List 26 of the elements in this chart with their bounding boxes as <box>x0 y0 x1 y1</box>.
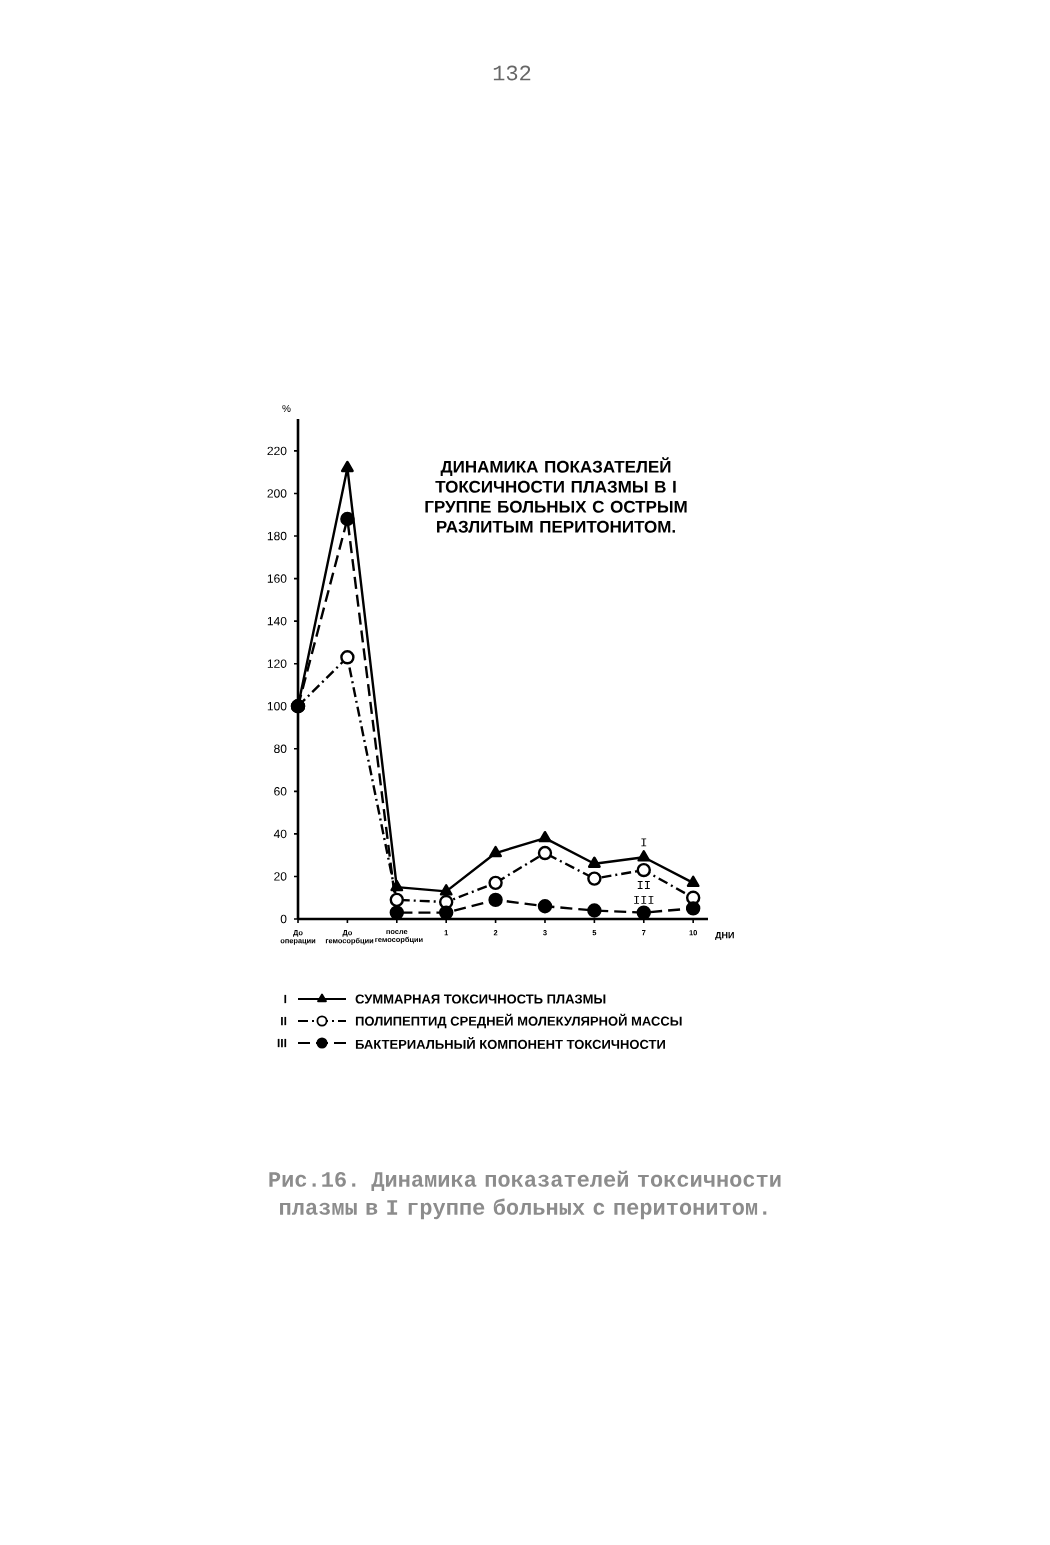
text: III <box>277 1038 287 1048</box>
y-axis-title: % <box>282 404 291 412</box>
y-tick-label: 60 <box>274 787 287 796</box>
text: 132 <box>493 65 531 81</box>
annotation: I <box>641 838 647 847</box>
y-tick-label: 40 <box>273 829 287 839</box>
y-tick-label: 100 <box>267 702 287 711</box>
text: I <box>284 994 287 1004</box>
text: ДИНАМИКА ПОКАЗАТЕЛЕЙ ТОКСИЧНОСТИ ПЛАЗМЫ В I ГРУППЕ БОЛЬНЫХ С ОСТРЫМ РАЗЛИТЫМ ПЕРИТОНИТОМ. <box>425 457 687 533</box>
y-tick-label: 0 <box>280 914 287 924</box>
legend-label: ПОЛИПЕПТИД СРЕДНЕЙ МОЛЕКУЛЯРНОЙ МАССЫ <box>355 1013 682 1029</box>
x-axis-title: ДНИ <box>715 932 734 941</box>
y-tick-label: 80 <box>274 744 287 754</box>
legend-label: СУММАРНАЯ ТОКСИЧНОСТЬ ПЛАЗМЫ <box>355 994 606 1004</box>
y-tick-label: 220 <box>267 446 287 456</box>
text: Рис.16. Динамика показателей токсичности плазмы в I группе больных с перитонитом. <box>269 1170 781 1220</box>
y-tick-label: 20 <box>274 872 287 881</box>
y-tick-label: 180 <box>267 531 287 541</box>
legend-label: БАКТЕРИАЛЬНЫЙ КОМПОНЕНТ ТОКСИЧНОСТИ <box>355 1037 665 1049</box>
annotation: II <box>637 881 650 889</box>
annotation: III <box>634 895 654 904</box>
y-tick-label: 200 <box>267 489 287 498</box>
text: II <box>281 1016 287 1026</box>
y-tick-label: 120 <box>267 659 287 668</box>
y-tick-label: 160 <box>267 574 287 583</box>
y-tick-label: 140 <box>267 616 287 626</box>
